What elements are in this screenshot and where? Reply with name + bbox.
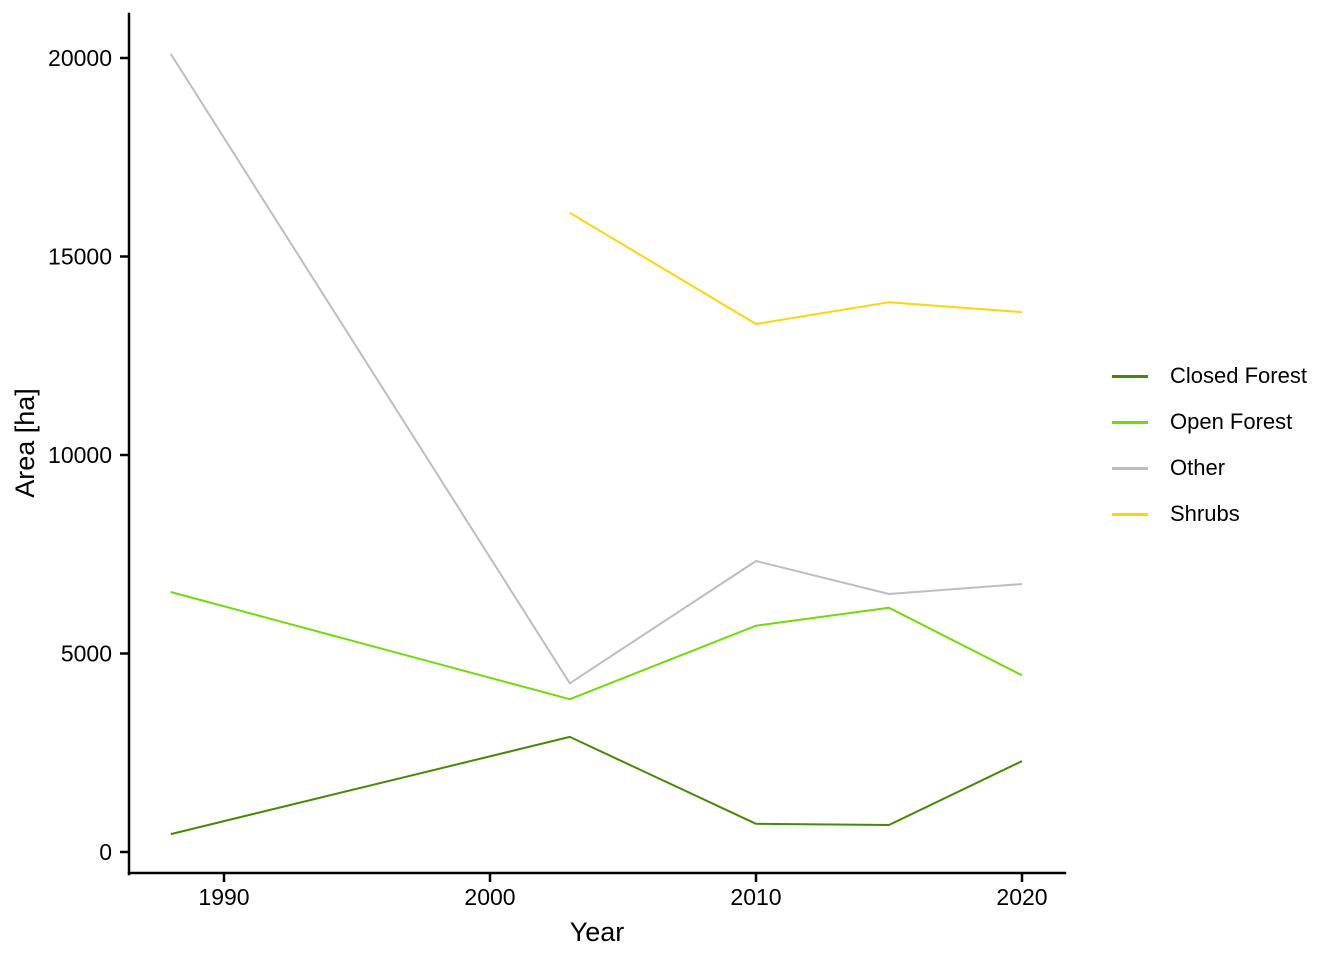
legend-label: Shrubs <box>1170 501 1240 526</box>
legend-label: Other <box>1170 455 1226 480</box>
legend-swatch-open-forest <box>1112 420 1148 424</box>
legend-swatch-other <box>1112 466 1148 470</box>
y-axis: 0 5000 10000 15000 20000 <box>48 12 131 876</box>
legend-swatch-closed-forest <box>1112 374 1148 378</box>
series-line-open-forest <box>170 591 1023 701</box>
legend: Closed Forest Open Forest Other Shrubs <box>1112 353 1307 537</box>
x-tick-label: 2010 <box>730 884 781 910</box>
y-tick-label: 15000 <box>48 244 112 270</box>
x-tick-label: 2020 <box>996 884 1047 910</box>
y-axis-title: Area [ha] <box>10 388 40 498</box>
legend-label: Open Forest <box>1170 409 1293 434</box>
legend-swatch-shrubs <box>1112 512 1148 516</box>
legend-item-other: Other <box>1112 445 1307 491</box>
x-axis-title: Year <box>570 917 625 947</box>
series-line-closed-forest <box>170 735 1023 836</box>
y-tick-label: 0 <box>99 839 112 865</box>
legend-item-open-forest: Open Forest <box>1112 399 1307 445</box>
series-line-other <box>169 53 1023 685</box>
legend-label: Closed Forest <box>1170 363 1307 388</box>
x-tick-label: 1990 <box>198 884 249 910</box>
x-axis: 1990 2000 2010 2020 <box>127 871 1067 910</box>
plot-series-lines <box>169 53 1023 836</box>
y-tick-label: 10000 <box>48 442 112 468</box>
legend-item-closed-forest: Closed Forest <box>1112 353 1307 399</box>
y-tick-label: 5000 <box>61 641 112 667</box>
series-line-shrubs <box>569 211 1023 325</box>
y-tick-label: 20000 <box>48 45 112 71</box>
legend-item-shrubs: Shrubs <box>1112 491 1307 537</box>
x-tick-label: 2000 <box>464 884 515 910</box>
